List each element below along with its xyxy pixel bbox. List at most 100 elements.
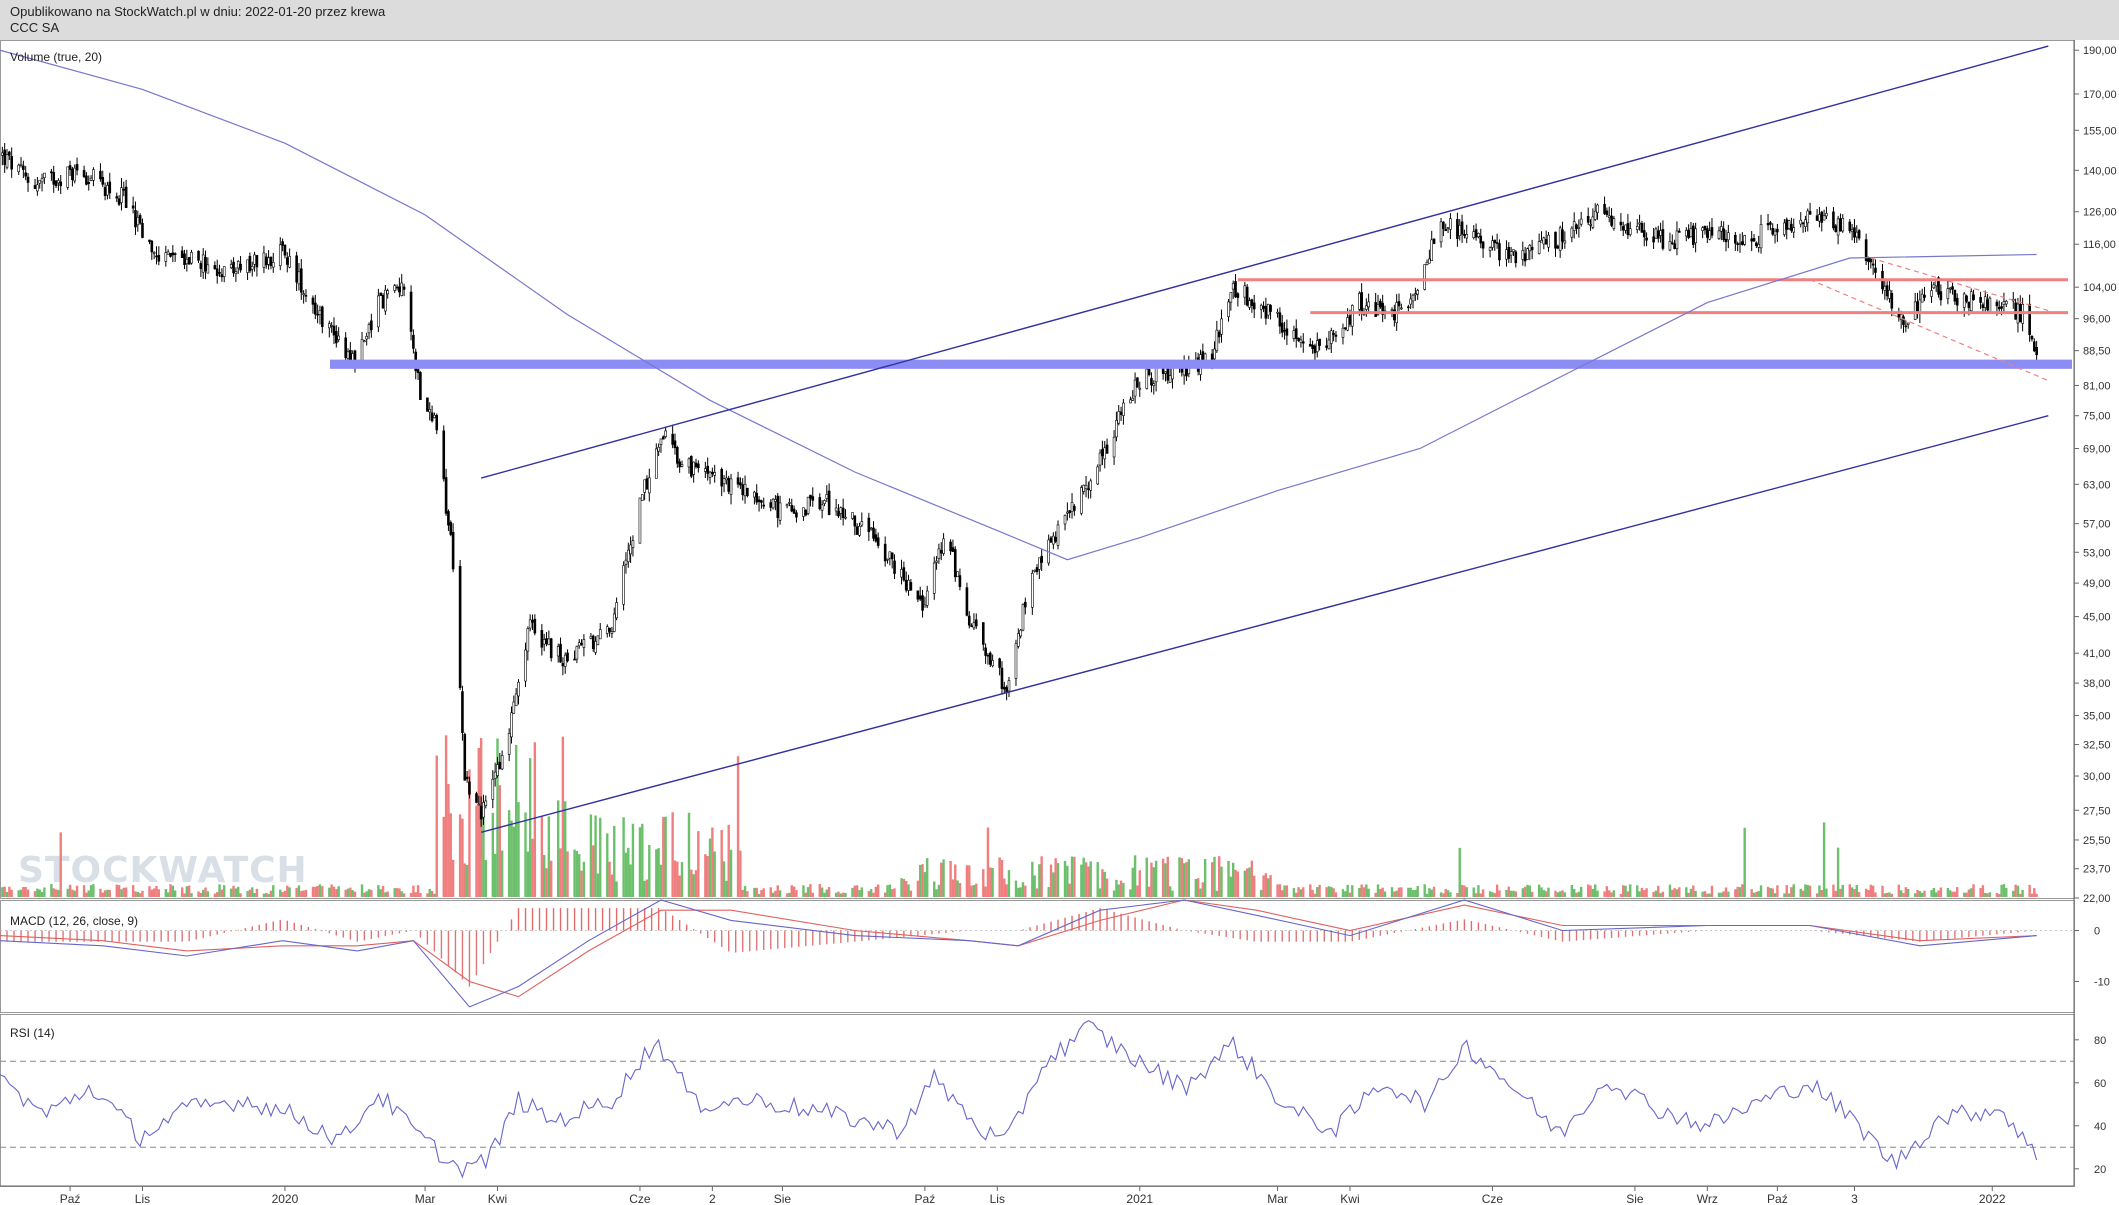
candle-body [2032, 341, 2036, 352]
volume-bar [1411, 889, 1415, 897]
candle-body [1787, 220, 1791, 229]
volume-bar [1636, 885, 1639, 897]
macd-tick-label: 0 [2094, 926, 2100, 938]
candle-body [549, 638, 553, 659]
volume-bar [886, 885, 889, 897]
candle-body [704, 468, 707, 472]
candle-body [1474, 229, 1478, 238]
candle-body [1962, 293, 1966, 308]
volume-bar [1220, 866, 1223, 897]
volume-bar [1834, 890, 1837, 897]
volume-bar [510, 820, 513, 897]
volume-bar [1112, 890, 1116, 897]
volume-bar [1442, 893, 1445, 897]
volume-bar [1267, 878, 1270, 897]
volume-bar [1040, 856, 1043, 897]
candle-body [117, 198, 121, 205]
candle-body [1661, 229, 1665, 249]
x-tick-label: 2020 [272, 1192, 299, 1205]
volume-bar [1017, 887, 1020, 897]
volume-bar [1528, 885, 1532, 897]
volume-bar [1374, 892, 1377, 897]
candle-body [1374, 302, 1377, 317]
volume-bar [1738, 887, 1742, 897]
candle-body [755, 492, 759, 503]
volume-bar [1920, 892, 1924, 897]
candle-body [507, 733, 511, 755]
candle-body [958, 575, 962, 587]
volume-bar [1119, 880, 1123, 897]
candle-body [1147, 369, 1151, 376]
candle-body [1463, 233, 1466, 236]
candle-body [1605, 210, 1609, 215]
candle-body [1906, 322, 1910, 325]
candle-body [1138, 387, 1142, 390]
candle-body [820, 504, 824, 511]
volume-bar [1984, 892, 1987, 897]
y-tick-label: 45,00 [2083, 612, 2111, 624]
candle-body [381, 294, 385, 309]
candle-body [907, 579, 910, 591]
candle-body [278, 244, 282, 267]
candle-body [1049, 537, 1053, 543]
candle-body [872, 527, 875, 539]
x-tick-label: 2022 [1979, 1192, 2006, 1205]
candle-body [152, 252, 156, 254]
volume-bar [1138, 870, 1141, 897]
candle-body [825, 494, 829, 499]
volume-bar [66, 888, 69, 897]
volume-bar [1963, 892, 1966, 897]
candle-body [1297, 337, 1300, 342]
volume-bar [1161, 858, 1165, 897]
candle-body [1087, 488, 1090, 491]
candle-body [82, 170, 86, 178]
candle-body [430, 412, 434, 422]
volume-bar [874, 886, 878, 897]
volume-bar [907, 884, 910, 897]
volume-bar [771, 892, 775, 897]
candle-body [468, 781, 471, 795]
candle-body [1969, 291, 1973, 312]
volume-bar [507, 810, 511, 897]
candle-body [199, 263, 203, 269]
candle-body [1329, 330, 1333, 344]
candle-body [1755, 242, 1758, 246]
candle-body [1596, 204, 1599, 213]
candle-body [1119, 411, 1123, 415]
volume-bar [1215, 890, 1219, 897]
candle-body [1285, 328, 1289, 336]
candle-body [858, 525, 861, 536]
volume-bar [722, 861, 726, 897]
candle-body [213, 265, 217, 270]
volume-bar [940, 862, 943, 897]
volume-bar [1806, 884, 1809, 897]
candle-body [988, 652, 992, 665]
volume-bar [2002, 884, 2006, 897]
volume-bar [335, 889, 338, 897]
candle-body [1231, 282, 1235, 290]
volume-bar [1526, 884, 1529, 897]
volume-bar [377, 885, 380, 897]
volume-bar [802, 885, 805, 897]
volume-bar [316, 885, 319, 897]
volume-bar [1080, 864, 1083, 897]
candle-body [1266, 304, 1270, 316]
candle-body [1035, 567, 1039, 572]
volume-bar [1477, 885, 1480, 897]
volume-bar [1021, 882, 1025, 897]
candle-body [1701, 227, 1704, 231]
y-tick-label: 126,00 [2083, 207, 2117, 219]
volume-bar [1302, 887, 1305, 897]
volume-bar [1262, 875, 1265, 897]
candle-body [398, 286, 401, 293]
candle-body [367, 324, 371, 334]
volume-bar [1278, 884, 1282, 897]
volume-bar [1481, 889, 1485, 897]
candle-body [746, 487, 749, 496]
candle-body [1014, 643, 1018, 679]
volume-bar [1393, 891, 1396, 897]
volume-bar [1850, 887, 1854, 897]
candle-body [1934, 280, 1938, 287]
candle-body [426, 397, 429, 412]
volume-bar [528, 758, 532, 897]
